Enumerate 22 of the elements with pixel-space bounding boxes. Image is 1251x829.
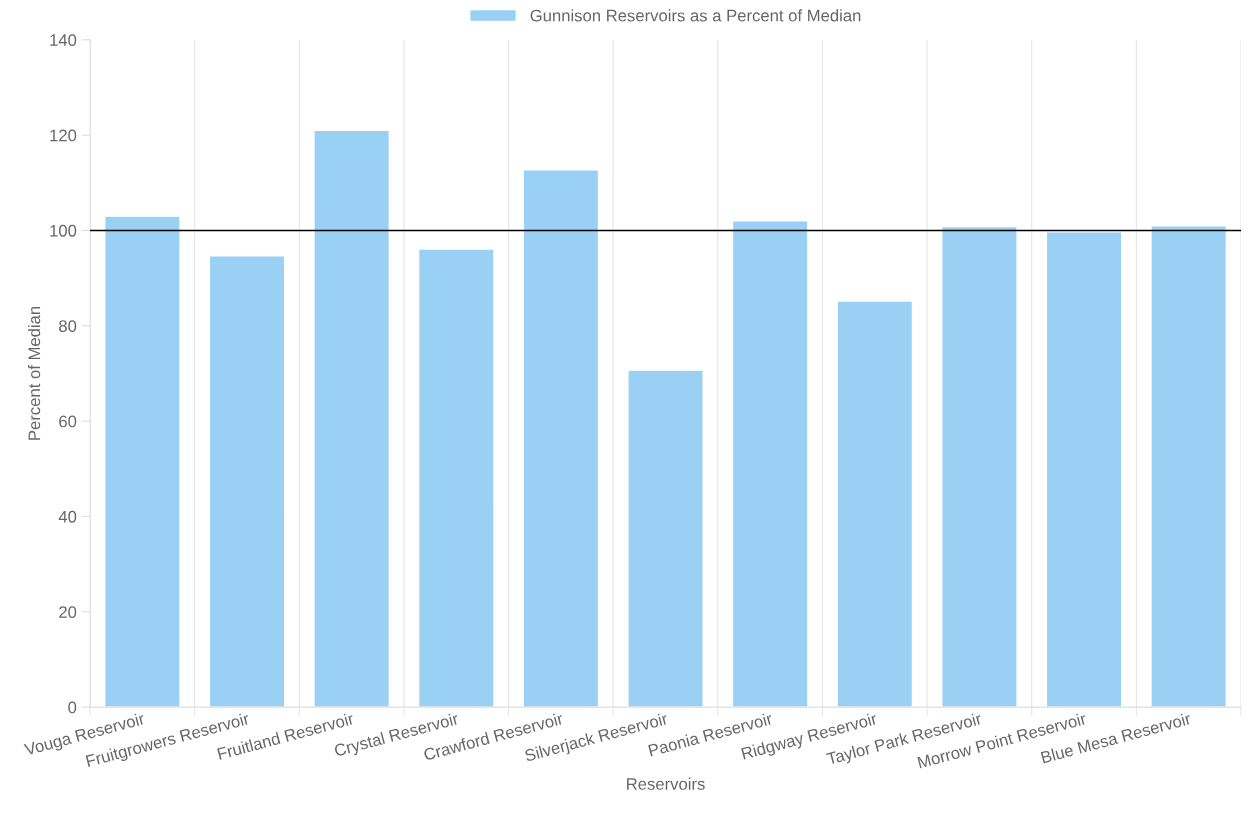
bar <box>627 369 704 708</box>
bar <box>1150 225 1228 708</box>
bar <box>208 255 286 708</box>
y-tick-label: 140 <box>50 34 77 46</box>
y-tick-label: 60 <box>59 415 77 428</box>
bar <box>104 215 181 708</box>
y-tick-label: 40 <box>58 510 77 523</box>
y-axis-title: Percent of Median <box>27 306 41 440</box>
bar <box>417 248 495 708</box>
y-tick-label: 80 <box>59 320 77 332</box>
x-axis-title: Reservoirs <box>627 777 705 790</box>
bar <box>1045 231 1123 708</box>
bar <box>522 169 600 708</box>
y-tick-label: 0 <box>68 701 77 714</box>
y-tick-label: 100 <box>50 224 77 237</box>
legend-label: Gunnison Reservoirs as a Percent of Median <box>530 9 861 22</box>
y-tick-label: 120 <box>50 129 77 142</box>
bar <box>836 300 914 708</box>
bar <box>313 129 391 708</box>
y-tick-label: 20 <box>59 606 77 619</box>
bar <box>941 225 1018 708</box>
bar <box>731 220 809 708</box>
